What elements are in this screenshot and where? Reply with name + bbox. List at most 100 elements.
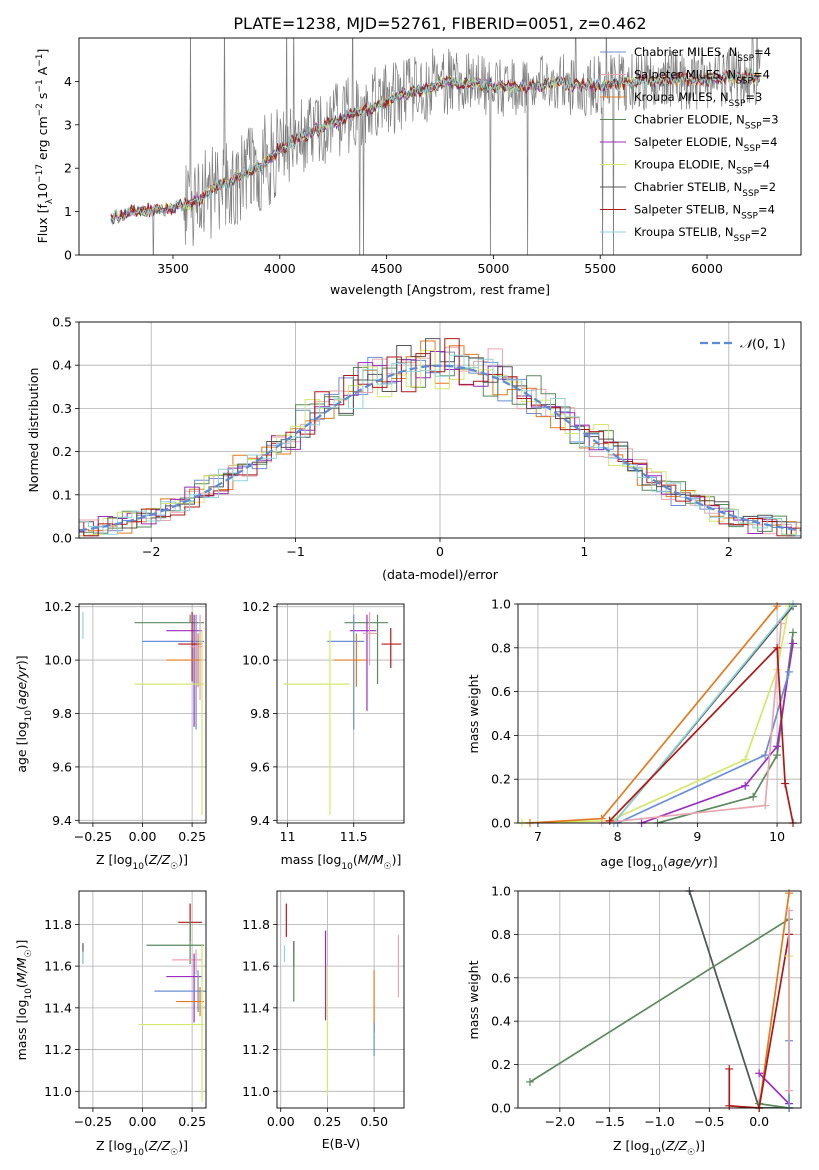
residuals-xtick-label: 2	[725, 544, 733, 559]
age_vs_Z-axes: −0.25 0.00 0.25 9.4 9.6 9.8 10.0 10.2	[44, 599, 206, 844]
residuals-ytick-label: 0.4	[52, 358, 72, 373]
mass_weight_vs_Z-ytick-label: 0.0	[491, 1101, 511, 1116]
spectrum-legend-label: Kroupa MILES, NSSP=3	[634, 90, 762, 109]
residuals-ytick-label: 0.5	[52, 315, 72, 330]
spectrum-xtick-label: 4500	[371, 261, 403, 276]
mass_weight_vs_Z-marker	[725, 1064, 734, 1073]
mass_vs_ebv-axes: 0.00 0.25 0.50 11.0 11.2 11.4 11.6 11.8	[242, 891, 404, 1129]
mass_weight_vs_age-xtick-label: 9	[693, 829, 701, 844]
mass_vs_Z-xtick-label: 0.00	[129, 1114, 157, 1129]
spectrum-legend-label: Salpeter ELODIE, NSSP=4	[634, 135, 777, 154]
spectrum-legend-label: Chabrier ELODIE, NSSP=3	[634, 113, 779, 132]
spectrum-xtick-label: 4000	[264, 261, 296, 276]
mass_vs_Z-ytick-label: 11.0	[44, 1084, 72, 1099]
residuals-axes: −2 −1 0 1 2 0.0 0.1 0.2 0.3 0.4 0.5	[52, 315, 801, 559]
spectrum-legend-label: Salpeter STELIB, NSSP=4	[634, 203, 775, 222]
mass_weight_vs_Z-ytick-label: 0.6	[491, 970, 511, 985]
mass_vs_Z-ytick-label: 11.2	[44, 1042, 72, 1057]
residuals-xtick-label: 1	[580, 544, 588, 559]
mass_weight_vs_age-line-kroupa_elodie	[521, 606, 790, 823]
mass_weight_vs_Z-xtick-label: −1.5	[594, 1114, 624, 1129]
mass_weight_vs_age-marker	[773, 742, 782, 751]
mass_weight_vs_Z-line-kroupa_miles	[758, 893, 790, 1108]
spectrum-ytick-label: 2	[64, 161, 72, 176]
mw-Z-ylabel: mass weight	[466, 960, 481, 1039]
residuals-xtick-label: −2	[142, 544, 160, 559]
mass_vs_ebv-ytick-label: 11.2	[242, 1042, 270, 1057]
mass_weight_vs_age-marker	[773, 751, 782, 760]
age_vs_Z-frame	[78, 603, 207, 824]
mass-vs-ebv-xlabel: E(B-V)	[322, 1136, 361, 1151]
mass_weight_vs_Z-marker	[725, 1101, 734, 1110]
mass_vs_Z-ytick-label: 11.6	[44, 959, 72, 974]
mass_vs_ebv-ytick-label: 11.8	[242, 917, 270, 932]
mass_weight_vs_age-line-kroupa_miles	[529, 605, 778, 823]
mass_vs_Z-frame	[78, 890, 207, 1109]
spectrum-legend-label: Kroupa STELIB, NSSP=2	[634, 225, 767, 244]
age_vs_mass-ytick-label: 10.0	[242, 653, 270, 668]
spectrum-ytick-label: 4	[64, 74, 72, 89]
mass_weight_vs_Z-marker	[785, 1086, 794, 1095]
mass_weight_vs_age-marker	[777, 619, 786, 628]
mass_vs_ebv-xtick-label: 0.25	[314, 1114, 342, 1129]
mass_weight_vs_age-marker	[749, 792, 758, 801]
mass_weight_vs_age-xtick-label: 10	[769, 829, 785, 844]
age_vs_Z-ytick-label: 10.0	[44, 653, 72, 668]
spectrum-legend-label: Chabrier STELIB, NSSP=2	[634, 180, 776, 199]
mass_weight_vs_age-frame	[517, 603, 802, 824]
age_vs_Z-ytick-label: 9.4	[52, 813, 72, 828]
spectrum-xlabel: wavelength [Angstrom, rest frame]	[330, 282, 550, 297]
mass_weight_vs_Z-xtick-label: −0.5	[694, 1114, 724, 1129]
mass_vs_Z-xtick-label: −0.25	[74, 1114, 112, 1129]
age_vs_mass-axes: 11 11.5 9.4 9.6 9.8 10.0 10.2	[242, 599, 404, 844]
age_vs_Z-ytick-label: 10.2	[44, 599, 72, 614]
mass_weight_vs_Z-xtick-label: 0.0	[749, 1114, 769, 1129]
mass_weight_vs_age-marker	[605, 816, 614, 825]
age_vs_Z-xtick-label: 0.00	[129, 829, 157, 844]
age_vs_Z-xtick-label: −0.25	[74, 829, 112, 844]
age_vs_mass-xtick-label: 11.5	[340, 829, 368, 844]
mass_vs_ebv-ytick-label: 11.0	[242, 1084, 270, 1099]
spectrum-legend-label: Salpeter MILES, NSSP=4	[634, 68, 770, 87]
spectrum-legend-label: Kroupa ELODIE, NSSP=4	[634, 158, 770, 177]
spectrum-model-line-kroupa_stelib	[110, 69, 760, 223]
mass_weight_vs_Z-xtick-label: −1.0	[644, 1114, 674, 1129]
mass_weight_vs_age-marker	[789, 639, 798, 648]
age_vs_mass-frame	[276, 603, 405, 824]
mass_weight_vs_Z-marker	[785, 906, 794, 915]
spectrum-title: PLATE=1238, MJD=52761, FIBERID=0051, z=0…	[233, 14, 646, 33]
mass_vs_ebv-ytick-label: 11.6	[242, 959, 270, 974]
age_vs_Z-xtick-label: 0.25	[178, 829, 206, 844]
mass_weight_vs_Z-axes: −2.0 −1.5 −1.0 −0.5 0.0 0.0 0.2 0.4 0.6 0.8 1.0	[491, 884, 801, 1129]
age_vs_Z-ytick-label: 9.8	[52, 706, 72, 721]
spectrum-xtick-label: 5500	[584, 261, 616, 276]
mass_weight_vs_Z-ytick-label: 0.4	[491, 1014, 511, 1029]
mass_weight_vs_age-ytick-label: 0.6	[491, 684, 511, 699]
mass_weight_vs_Z-marker	[525, 1077, 534, 1086]
mass_weight_vs_Z-marker	[785, 889, 794, 898]
mass_weight_vs_Z-frame	[517, 890, 802, 1109]
mass_weight_vs_age-ytick-label: 1.0	[491, 597, 511, 612]
mass_vs_Z-axes: −0.25 0.00 0.25 11.0 11.2 11.4 11.6 11.8	[44, 891, 206, 1129]
residuals-frame	[78, 321, 802, 539]
mass_weight_vs_age-line-salpeter_stelib	[609, 645, 794, 823]
mass_weight_vs_age-ytick-label: 0.2	[491, 772, 511, 787]
residuals-ytick-label: 0.1	[52, 487, 72, 502]
mass-vs-Z-ylabel: mass [log10(M/M☉)]	[14, 940, 34, 1061]
mass_weight_vs_Z-line-chabrier_stelib	[688, 891, 789, 1108]
mass_weight_vs_age-marker	[761, 801, 770, 810]
mass_weight_vs_Z-marker	[755, 1069, 764, 1078]
residuals-ytick-label: 0.2	[52, 444, 72, 459]
mass_vs_Z-ytick-label: 11.8	[44, 917, 72, 932]
age_vs_mass-ytick-label: 10.2	[242, 599, 270, 614]
mass_weight_vs_age-line-salpeter_elodie	[641, 643, 794, 823]
residuals-hist-kroupa_stelib	[79, 354, 801, 537]
age-vs-Z-xlabel: Z [log10(Z/Z☉)]	[96, 852, 188, 872]
residuals-normal-curve	[79, 364, 801, 532]
age_vs_mass-ytick-label: 9.8	[250, 706, 270, 721]
mass_weight_vs_age-marker	[785, 667, 794, 676]
mass_vs_Z-ytick-label: 11.4	[44, 1000, 72, 1015]
residuals-xtick-label: 0	[436, 544, 444, 559]
residuals-ylabel: Normed distribution	[26, 368, 41, 493]
residuals-xtick-label: −1	[286, 544, 304, 559]
